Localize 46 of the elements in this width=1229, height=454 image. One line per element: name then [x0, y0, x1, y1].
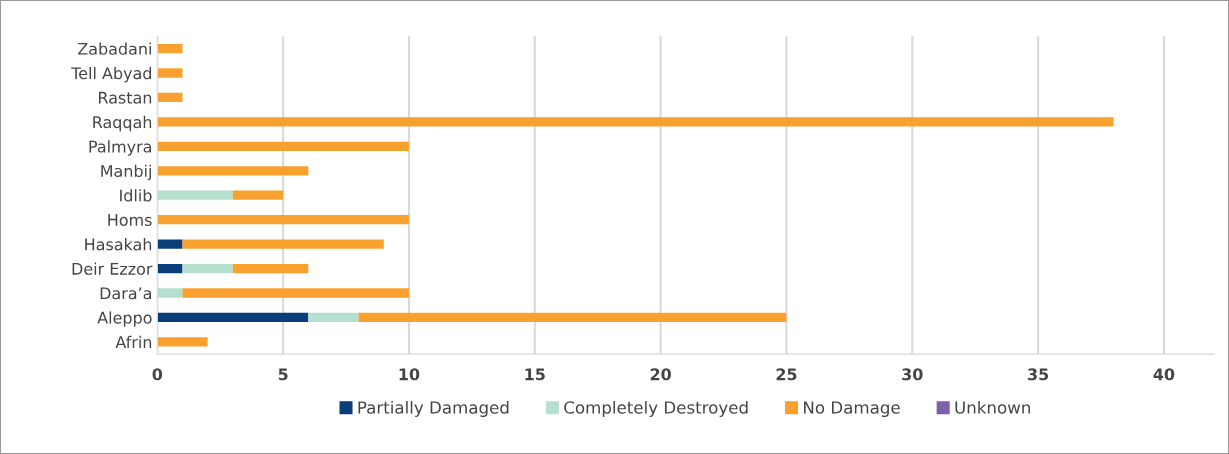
bar: [232, 190, 284, 200]
y-tick-label: Palmyra: [89, 140, 151, 156]
bar: [182, 239, 384, 249]
y-tick-label: Hasakah: [85, 238, 152, 251]
bar: [232, 263, 309, 274]
x-tick-label: 0: [152, 368, 163, 381]
y-tick-label: Afrin: [115, 335, 152, 348]
bar: [157, 312, 309, 323]
bar: [157, 190, 233, 200]
y-tick-label: Manbij: [101, 164, 151, 181]
y-tick-label: Aleppo: [97, 311, 152, 327]
x-tick-label: 25: [776, 368, 797, 381]
y-tick-label: Homs: [108, 214, 152, 226]
y-tick-label: Zabadani: [78, 42, 151, 55]
x-tick-label: 40: [1153, 368, 1175, 381]
legend-label: Unknown: [955, 400, 1030, 414]
bar: [182, 288, 409, 298]
y-tick-label: Deir Ezzor: [72, 262, 153, 275]
y-tick-label: Idlib: [120, 189, 152, 202]
bar: [157, 117, 1114, 127]
legend-label: Completely Destroyed: [564, 400, 748, 418]
x-tick-label: 5: [278, 368, 288, 381]
legend-label: No Damage: [804, 401, 900, 418]
bar: [157, 68, 183, 78]
x-tick-label: 10: [399, 368, 420, 381]
y-tick-label: Tell Abyad: [71, 66, 151, 83]
bar: [157, 43, 183, 54]
x-tick-label: 20: [650, 368, 671, 381]
bar: [308, 312, 359, 323]
y-tick-label: Dara’a: [100, 287, 151, 300]
bar: [157, 166, 309, 176]
bar: [157, 141, 409, 151]
bar: [157, 239, 183, 249]
y-tick-label: Rastan: [99, 91, 152, 104]
x-tick-label: 30: [902, 368, 923, 381]
y-tick-label: Raqqah: [93, 115, 152, 132]
bar: [157, 337, 208, 347]
bar: [157, 288, 183, 298]
bar: [358, 312, 787, 323]
bar: [182, 263, 233, 274]
bar: [157, 215, 409, 225]
bar: [157, 92, 183, 103]
bar: [157, 263, 183, 274]
x-tick-label: 35: [1028, 368, 1049, 381]
legend-label: Partially Damaged: [358, 400, 509, 418]
x-tick-label: 15: [525, 368, 545, 381]
